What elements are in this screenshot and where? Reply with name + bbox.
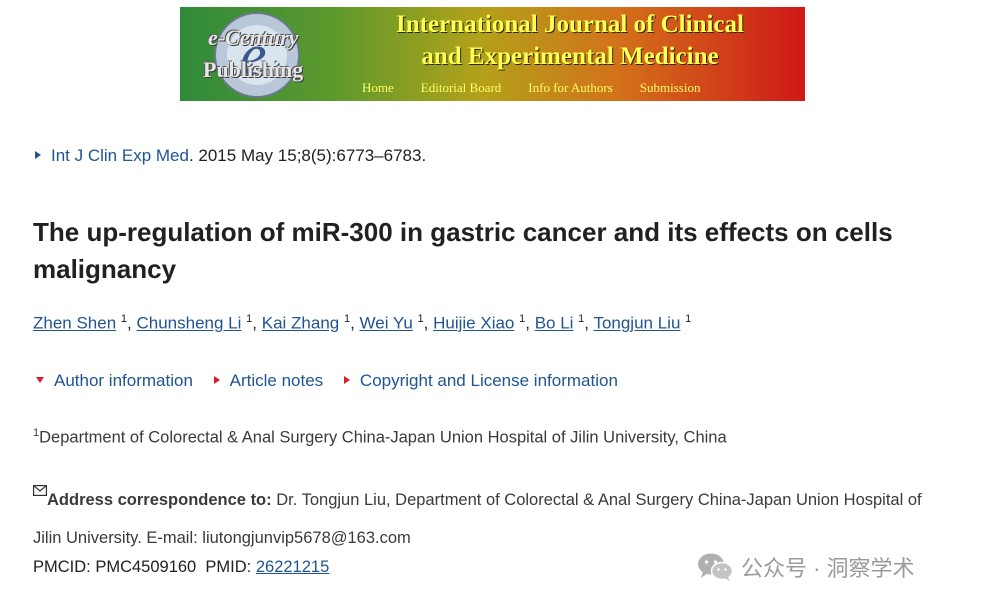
logo-text-line2: Publishing (203, 57, 304, 82)
journal-title: International Journal of Clinical and Ex… (345, 9, 795, 73)
e-logo-icon: e (214, 12, 300, 98)
author-affiliation-sup: 1 (120, 313, 128, 325)
author-affiliation-sup: 1 (246, 313, 253, 325)
info-toggles: Author information Article notes Copyrig… (36, 371, 634, 391)
author-link[interactable]: Tongjun Liu (593, 313, 681, 333)
watermark-text: 公众号 · 洞察学术 (741, 556, 915, 581)
author-affiliation-sup: 1 (685, 313, 692, 325)
author-link[interactable]: Zhen Shen (33, 313, 117, 333)
author-information-toggle[interactable]: Author information (36, 371, 193, 391)
correspondence: Address correspondence to: Dr. Tongjun L… (33, 481, 933, 557)
nav-info-for-authors[interactable]: Info for Authors (528, 80, 613, 95)
svg-text:e: e (240, 22, 267, 88)
banner-nav: Home Editorial Board Info for Authors Su… (362, 80, 727, 96)
author-list: Zhen Shen 1, Chunsheng Li 1, Kai Zhang 1… (33, 313, 692, 333)
correspondence-text: Dr. Tongjun Liu, Department of Colorecta… (33, 491, 922, 547)
nav-submission[interactable]: Submission (639, 80, 701, 95)
journal-title-line1: International Journal of Clinical (396, 11, 744, 38)
author-affiliation-sup: 1 (417, 313, 424, 325)
citation-line: Int J Clin Exp Med. 2015 May 15;8(5):677… (35, 146, 426, 166)
article-title: The up-regulation of miR-300 in gastric … (33, 217, 893, 284)
toggle-label: Copyright and License information (359, 371, 618, 390)
mail-icon (33, 485, 47, 496)
publisher-logo[interactable]: e e-Century Publishing (180, 7, 340, 101)
author-link[interactable]: Bo Li (534, 313, 574, 333)
pmid-label: PMID: (205, 558, 256, 576)
journal-title-line2: and Experimental Medicine (421, 43, 719, 70)
nav-editorial-board[interactable]: Editorial Board (420, 80, 502, 95)
journal-link[interactable]: Int J Clin Exp Med (51, 146, 189, 165)
journal-banner[interactable]: e e-Century Publishing International Jou… (180, 7, 805, 101)
author-affiliation-sup: 1 (519, 313, 526, 325)
article-ids: PMCID: PMC4509160 PMID: 26221215 (33, 558, 329, 577)
article-notes-toggle[interactable]: Article notes (213, 371, 324, 391)
wechat-watermark: 公众号 · 洞察学术 (697, 551, 915, 583)
logo-text-line1: e-Century (208, 25, 299, 50)
author-affiliation-sup: 1 (578, 313, 585, 325)
author-link[interactable]: Huijie Xiao (433, 313, 515, 333)
nav-home[interactable]: Home (362, 80, 394, 95)
author-link[interactable]: Wei Yu (359, 313, 413, 333)
correspondence-label: Address correspondence to: (47, 491, 272, 509)
author-affiliation-sup: 1 (343, 313, 351, 325)
caret-down-icon (36, 377, 44, 384)
expand-triangle-icon[interactable] (35, 151, 41, 160)
toggle-label: Article notes (229, 371, 324, 390)
author-link[interactable]: Chunsheng Li (136, 313, 242, 333)
affiliation: 1Department of Colorectal & Anal Surgery… (33, 427, 727, 448)
citation-details: . 2015 May 15;8(5):6773–6783. (188, 146, 427, 165)
caret-right-icon (213, 376, 220, 385)
wechat-icon (698, 553, 733, 581)
copyright-toggle[interactable]: Copyright and License information (343, 371, 618, 391)
pmid-link[interactable]: 26221215 (255, 558, 330, 576)
author-link[interactable]: Kai Zhang (261, 313, 340, 333)
caret-right-icon (343, 376, 350, 385)
toggle-label: Author information (54, 371, 193, 390)
affiliation-sup: 1 (33, 427, 40, 439)
pmcid: PMCID: PMC4509160 (33, 558, 197, 576)
affiliation-text: Department of Colorectal & Anal Surgery … (39, 428, 727, 447)
